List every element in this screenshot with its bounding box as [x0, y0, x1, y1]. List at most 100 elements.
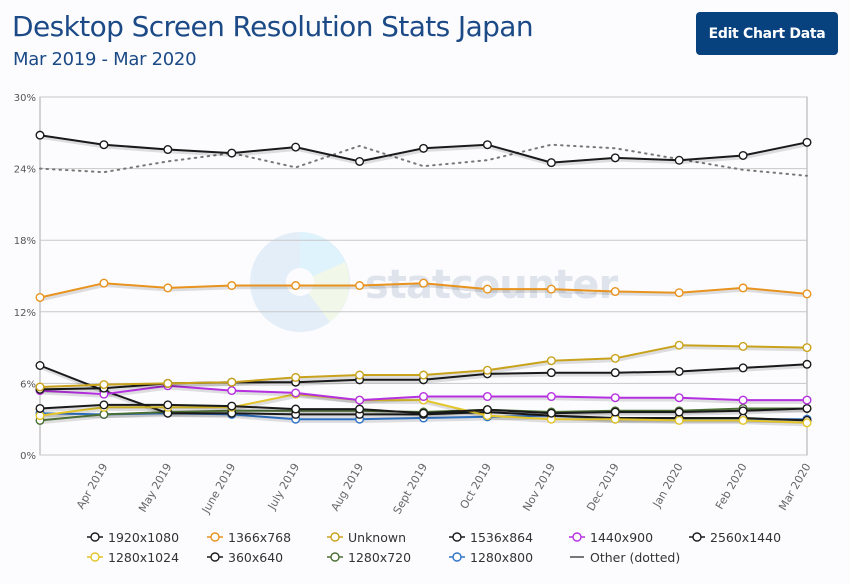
- data-point[interactable]: [546, 368, 556, 378]
- data-point[interactable]: [482, 392, 492, 402]
- data-point[interactable]: [35, 411, 45, 421]
- data-point[interactable]: [291, 142, 301, 152]
- data-point[interactable]: [99, 409, 109, 419]
- x-tick-label: Dec 2019: [584, 461, 622, 513]
- data-point[interactable]: [291, 372, 301, 382]
- data-point[interactable]: [546, 408, 556, 418]
- legend-label: 2560x1440: [710, 529, 782, 545]
- data-point[interactable]: [99, 380, 109, 390]
- data-point[interactable]: [546, 158, 556, 168]
- data-point[interactable]: [291, 281, 301, 291]
- data-point[interactable]: [291, 388, 301, 398]
- series-2560x1440: [35, 400, 812, 418]
- y-axis-ticks: 0% 6% 12% 18% 24% 30%: [14, 93, 36, 462]
- data-point[interactable]: [674, 288, 684, 298]
- data-point[interactable]: [35, 382, 45, 392]
- x-tick-label: May 2019: [136, 461, 174, 514]
- data-point[interactable]: [355, 156, 365, 166]
- data-point[interactable]: [674, 393, 684, 403]
- data-point[interactable]: [419, 370, 429, 380]
- legend-label: 1920x1080: [108, 529, 180, 545]
- data-point[interactable]: [482, 284, 492, 294]
- data-point[interactable]: [163, 378, 173, 388]
- data-point[interactable]: [546, 392, 556, 402]
- legend-label: 1280x1024: [108, 549, 180, 565]
- series-1366x768: [35, 278, 812, 302]
- legend-item[interactable]: 1440x900: [568, 530, 688, 545]
- data-point[interactable]: [802, 359, 812, 369]
- data-point[interactable]: [738, 150, 748, 160]
- data-point[interactable]: [482, 365, 492, 375]
- y-tick-label: 18%: [14, 236, 36, 247]
- legend-item[interactable]: 1280x1024: [86, 550, 206, 565]
- data-point[interactable]: [163, 400, 173, 410]
- data-point[interactable]: [546, 356, 556, 366]
- data-point[interactable]: [163, 283, 173, 293]
- data-point[interactable]: [163, 145, 173, 155]
- data-point[interactable]: [610, 393, 620, 403]
- data-point[interactable]: [610, 368, 620, 378]
- data-point[interactable]: [227, 386, 237, 396]
- data-point[interactable]: [802, 289, 812, 299]
- data-point[interactable]: [674, 366, 684, 376]
- data-point[interactable]: [355, 281, 365, 291]
- legend-item[interactable]: 1536x864: [448, 530, 568, 545]
- data-point[interactable]: [610, 414, 620, 424]
- data-point[interactable]: [99, 140, 109, 150]
- data-point[interactable]: [35, 130, 45, 140]
- data-point[interactable]: [802, 403, 812, 413]
- data-point[interactable]: [802, 343, 812, 353]
- x-axis-ticks: Apr 2019 May 2019 June 2019 July 2019 Aug 20…: [74, 461, 814, 516]
- data-point[interactable]: [35, 292, 45, 302]
- data-point[interactable]: [355, 404, 365, 414]
- data-point[interactable]: [674, 407, 684, 417]
- data-point[interactable]: [674, 340, 684, 350]
- legend-item[interactable]: Other (dotted): [568, 550, 688, 565]
- data-point[interactable]: [738, 283, 748, 293]
- data-point[interactable]: [738, 395, 748, 405]
- data-point[interactable]: [738, 415, 748, 425]
- legend-item[interactable]: 1280x720: [326, 550, 448, 565]
- legend-item[interactable]: 1280x800: [448, 550, 568, 565]
- legend-item[interactable]: 2560x1440: [688, 530, 808, 545]
- data-point[interactable]: [738, 406, 748, 416]
- x-tick-label: Apr 2019: [74, 461, 111, 511]
- data-point[interactable]: [355, 370, 365, 380]
- data-point[interactable]: [227, 377, 237, 387]
- edit-chart-data-button[interactable]: Edit Chart Data: [696, 12, 838, 55]
- watermark-text: statcounter: [365, 262, 618, 308]
- data-point[interactable]: [419, 408, 429, 418]
- data-point[interactable]: [482, 140, 492, 150]
- data-point[interactable]: [546, 284, 556, 294]
- data-point[interactable]: [802, 137, 812, 147]
- data-point[interactable]: [35, 403, 45, 413]
- data-point[interactable]: [482, 405, 492, 415]
- legend-item[interactable]: Unknown: [326, 530, 448, 545]
- data-point[interactable]: [674, 155, 684, 165]
- data-point[interactable]: [419, 143, 429, 153]
- data-point[interactable]: [802, 418, 812, 428]
- data-point[interactable]: [419, 392, 429, 402]
- data-point[interactable]: [610, 407, 620, 417]
- data-point[interactable]: [610, 353, 620, 363]
- data-point[interactable]: [738, 363, 748, 373]
- legend-row: 1280x1024 360x640 1280x720 1280x800 Other (d…: [86, 547, 846, 567]
- data-point[interactable]: [610, 153, 620, 163]
- data-point[interactable]: [227, 401, 237, 411]
- data-point[interactable]: [99, 278, 109, 288]
- data-point[interactable]: [227, 148, 237, 158]
- data-point[interactable]: [738, 341, 748, 351]
- legend-label: 1536x864: [470, 529, 534, 545]
- data-point[interactable]: [99, 400, 109, 410]
- data-point[interactable]: [227, 281, 237, 291]
- legend-item[interactable]: 1366x768: [206, 530, 326, 545]
- data-point[interactable]: [35, 361, 45, 371]
- data-point[interactable]: [419, 278, 429, 288]
- data-point[interactable]: [355, 395, 365, 405]
- legend-item[interactable]: 360x640: [206, 550, 326, 565]
- legend-item[interactable]: 1920x1080: [86, 530, 206, 545]
- data-point[interactable]: [674, 415, 684, 425]
- data-point[interactable]: [802, 395, 812, 405]
- data-point[interactable]: [291, 404, 301, 414]
- data-point[interactable]: [610, 287, 620, 297]
